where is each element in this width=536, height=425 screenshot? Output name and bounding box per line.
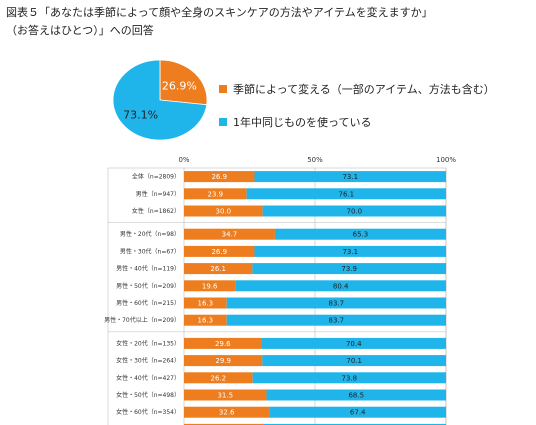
category-label: 女性・20代（n=135） bbox=[116, 339, 180, 347]
bar-same bbox=[254, 171, 446, 183]
bar-seasonal bbox=[184, 337, 262, 349]
bar-value-label: 76.1 bbox=[339, 190, 355, 198]
category-label: 女性（n=1862） bbox=[132, 207, 180, 215]
category-label: 男性・50代（n=209） bbox=[116, 282, 180, 290]
pie-slice-label: 26.9% bbox=[162, 79, 197, 92]
legend-label-same: 1年中同じものを使っている bbox=[233, 116, 372, 129]
bar-same bbox=[262, 355, 446, 367]
bar-value-label: 26.1 bbox=[210, 265, 226, 273]
bar-value-label: 70.0 bbox=[347, 208, 363, 216]
bar-same bbox=[261, 337, 446, 349]
bar-value-label: 26.9 bbox=[211, 173, 227, 181]
bar-same bbox=[226, 297, 446, 309]
category-label: 男性・60代（n=215） bbox=[116, 299, 180, 307]
bar-same bbox=[274, 228, 446, 240]
bar-same bbox=[246, 188, 446, 200]
bar-seasonal bbox=[184, 406, 270, 418]
bar-value-label: 70.4 bbox=[346, 340, 362, 348]
bar-seasonal bbox=[184, 188, 247, 200]
bar-value-label: 29.9 bbox=[215, 357, 231, 365]
bar-value-label: 83.7 bbox=[329, 317, 345, 325]
bar-same bbox=[252, 263, 446, 275]
bar-value-label: 80.4 bbox=[333, 282, 349, 290]
bar-value-label: 65.3 bbox=[353, 231, 369, 239]
bar-same bbox=[262, 205, 446, 217]
bar-same bbox=[266, 389, 446, 401]
bar-value-label: 26.9 bbox=[211, 248, 227, 256]
chart-title: 図表５「あなたは季節によって顔や全身のスキンケアの方法やアイテムを変えますか」 … bbox=[6, 6, 433, 37]
bar-seasonal bbox=[184, 263, 253, 275]
category-label: 男性・40代（n=119） bbox=[116, 265, 180, 273]
pie-slice-label: 73.1% bbox=[123, 109, 158, 122]
bar-same bbox=[226, 314, 446, 326]
pie-slice bbox=[112, 59, 208, 141]
bar-seasonal bbox=[184, 355, 263, 367]
bar-seasonal bbox=[184, 228, 275, 240]
bar-seasonal bbox=[184, 372, 253, 384]
bar-seasonal bbox=[184, 389, 267, 401]
category-label: 女性・40代（n=427） bbox=[116, 374, 180, 382]
category-label: 男性・30代（n=67） bbox=[120, 247, 180, 255]
bar-same bbox=[235, 280, 446, 292]
bar-same bbox=[254, 245, 446, 257]
bar-value-label: 68.5 bbox=[348, 392, 364, 400]
x-tick-label: 50% bbox=[307, 156, 323, 164]
pie-slice bbox=[159, 59, 208, 106]
category-label: 男性（n=947） bbox=[136, 190, 180, 198]
bar-seasonal bbox=[184, 314, 227, 326]
bar-value-label: 83.7 bbox=[329, 300, 345, 308]
bar-value-label: 19.6 bbox=[202, 282, 218, 290]
bar-value-label: 73.1 bbox=[342, 248, 358, 256]
pie-chart: 26.9% 73.1% bbox=[112, 59, 208, 141]
bar-seasonal bbox=[184, 245, 255, 257]
bar-seasonal bbox=[184, 297, 227, 309]
bar-seasonal bbox=[184, 280, 236, 292]
category-label: 女性・60代（n=354） bbox=[116, 408, 180, 416]
bar-value-label: 73.8 bbox=[342, 374, 358, 382]
category-label: 女性・30代（n=264） bbox=[116, 357, 180, 365]
x-tick-label: 0% bbox=[178, 156, 189, 164]
bar-same bbox=[263, 423, 446, 425]
bar-value-label: 29.6 bbox=[215, 340, 231, 348]
category-label: 男性・20代（n=98） bbox=[120, 230, 180, 238]
legend-item-same: 1年中同じものを使っている bbox=[219, 114, 371, 130]
bar-value-label: 31.5 bbox=[217, 392, 233, 400]
bar-value-label: 30.0 bbox=[216, 208, 232, 216]
category-label: 女性・50代（n=498） bbox=[116, 391, 180, 399]
x-tick-label: 100% bbox=[436, 156, 456, 164]
bar-value-label: 26.2 bbox=[211, 374, 227, 382]
legend-item-seasonal: 季節によって変える（一部のアイテム、方法も含む） bbox=[219, 81, 495, 97]
bar-value-label: 70.1 bbox=[346, 357, 362, 365]
bar-seasonal bbox=[184, 423, 264, 425]
legend-swatch-same bbox=[219, 118, 227, 126]
bar-seasonal bbox=[184, 171, 255, 183]
bar-value-label: 34.7 bbox=[222, 231, 238, 239]
bar-same bbox=[269, 406, 446, 418]
bar-value-label: 73.9 bbox=[341, 265, 357, 273]
category-label: 男性・70代以上（n=209） bbox=[104, 316, 180, 324]
bar-same bbox=[252, 372, 446, 384]
bar-value-label: 32.6 bbox=[219, 409, 235, 417]
category-label: 全体（n=2809） bbox=[132, 173, 180, 181]
legend-swatch-seasonal bbox=[219, 85, 227, 93]
bar-seasonal bbox=[184, 205, 263, 217]
bar-value-label: 23.9 bbox=[208, 190, 224, 198]
bar-value-label: 73.1 bbox=[342, 173, 358, 181]
bar-value-label: 16.3 bbox=[198, 317, 214, 325]
bar-value-label: 16.3 bbox=[198, 300, 214, 308]
legend-label-seasonal: 季節によって変える（一部のアイテム、方法も含む） bbox=[233, 83, 495, 96]
bar-value-label: 67.4 bbox=[350, 409, 366, 417]
